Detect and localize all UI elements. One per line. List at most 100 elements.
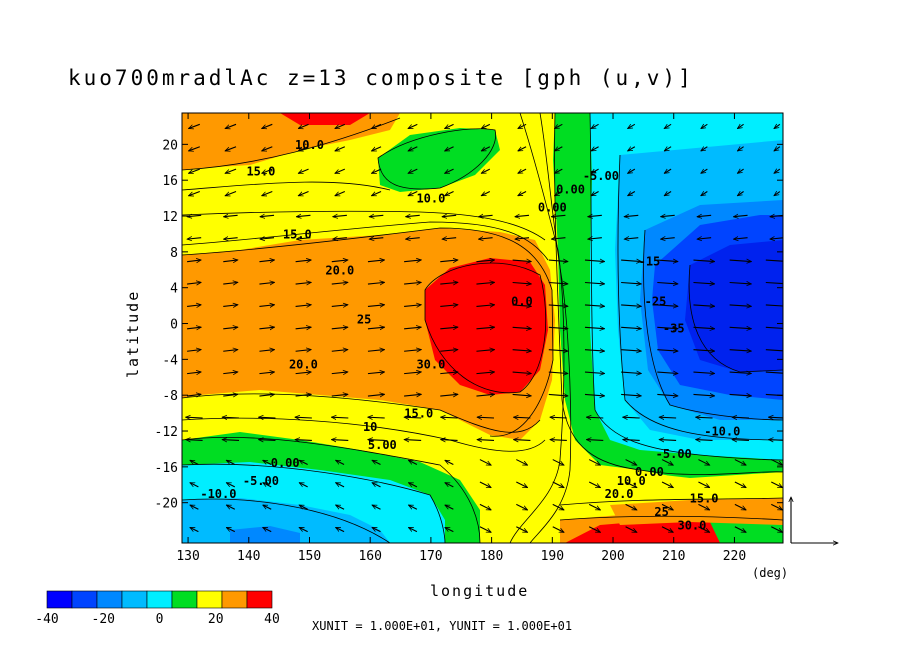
wind-vector [223,350,238,352]
contour-label: 0.0 [511,295,533,309]
wind-vector [661,215,675,216]
wind-vector [621,260,641,261]
wind-vector [372,459,381,465]
contour-line [182,210,546,241]
reference-vector [791,497,838,543]
wind-vector [765,305,783,306]
wind-vector [734,503,746,511]
wind-vector [548,394,568,395]
wind-vector [584,350,605,351]
wind-vector [372,482,381,488]
wind-vector [481,191,491,197]
wind-vector [298,146,309,151]
wind-vector [298,168,309,173]
wind-vector [729,372,752,373]
wind-vector [693,283,714,284]
color-bar-label: 0 [156,612,164,627]
wind-vector [259,440,276,441]
wind-vector [584,327,605,328]
wind-vector [223,327,238,329]
wind-vector [551,238,566,239]
wind-vector [661,238,675,239]
wind-vector [260,215,275,216]
wind-vector [299,459,308,465]
wind-vector [481,168,491,174]
wind-vector [336,482,345,488]
wind-vector [512,283,532,284]
wind-vector [479,481,491,489]
contour-label: 25 [357,313,371,327]
plot-area [182,113,783,543]
wind-vector [774,169,781,173]
wind-vector [404,305,421,307]
wind-vector [186,417,203,418]
contour-line [688,264,783,373]
wind-vector [186,440,203,441]
wind-vector [445,123,454,130]
wind-vector [624,215,639,216]
wind-vector [771,503,782,511]
contour-line [643,229,783,421]
wind-vector [226,504,236,510]
wind-vector [295,260,312,262]
wind-vector [371,123,382,130]
wind-vector [404,282,421,284]
wind-vector [263,482,272,488]
contour-label: 0.00 [556,183,585,197]
contour-line [589,113,783,461]
contour-label: -5.00 [243,474,279,488]
wind-vector [259,394,274,396]
wind-vector [259,350,274,352]
wind-vector [225,146,237,151]
wind-vector [628,123,636,128]
wind-vector [659,440,677,441]
wind-vector [479,526,491,533]
wind-vector [512,350,532,351]
wind-vector [774,192,781,196]
color-bar: -40 -20 0 20 40 [35,590,280,627]
wind-vector [554,146,563,152]
contour-label: -10.0 [704,425,740,439]
wind-vector [259,417,276,418]
wind-vector [187,305,201,307]
wind-vector [408,526,418,533]
wind-vector [625,503,637,511]
wind-vector [331,417,349,418]
wind-vector [223,305,238,307]
wind-vector [729,394,752,395]
wind-vector [187,394,201,396]
wind-vector [770,238,783,239]
wind-vector [445,482,454,488]
wind-vector [657,260,678,261]
contour-label: -5.00 [583,169,619,183]
x-axis-label: longitude [430,582,529,600]
wind-vector [335,168,346,174]
x-tick-label: 140 [237,549,260,564]
wind-vector [696,417,713,418]
wind-vector [226,526,236,533]
contour-line [377,128,497,190]
y-tick-label: -12 [155,425,178,440]
wind-vector [774,124,781,128]
wind-vector [223,394,238,396]
x-axis: 130 140 150 160 170 180 190 200 210 220 [176,113,746,564]
wind-vector [765,327,783,328]
wind-vector [765,283,783,284]
wind-vector [588,526,600,533]
wind-vector [659,417,677,418]
wind-vector [260,238,275,239]
wind-vector [368,440,385,441]
wind-vector [621,372,641,373]
wind-vector [441,417,458,418]
contour-fill-red-north [280,113,370,125]
wind-vector [299,526,308,533]
wind-vector [224,215,238,216]
wind-vector [550,417,567,418]
wind-vector [367,305,385,307]
filled-contours [182,113,783,543]
wind-vector [367,282,385,284]
wind-vector [698,481,709,489]
color-bar-label: 40 [264,612,280,627]
wind-vector [408,191,418,197]
